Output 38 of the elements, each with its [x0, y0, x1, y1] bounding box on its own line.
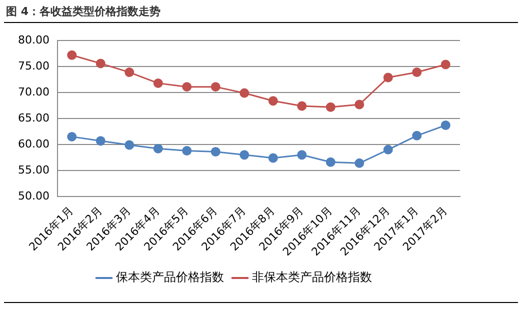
y-tick-label: 65.00 — [18, 111, 50, 124]
y-tick-label: 50.00 — [18, 189, 50, 202]
y-tick-label: 70.00 — [18, 85, 50, 98]
point — [297, 101, 307, 111]
point — [354, 158, 364, 168]
point — [240, 150, 250, 160]
point — [268, 153, 278, 163]
point — [153, 144, 163, 154]
point — [268, 96, 278, 106]
point — [326, 157, 336, 167]
point — [182, 146, 192, 156]
y-tick-label: 60.00 — [18, 137, 50, 150]
point — [412, 130, 422, 140]
point — [383, 144, 393, 154]
point — [210, 82, 220, 92]
point — [412, 68, 422, 78]
point — [96, 58, 106, 68]
point — [383, 72, 393, 82]
point — [67, 132, 77, 142]
point — [440, 120, 450, 130]
point — [297, 150, 307, 160]
point — [354, 100, 364, 110]
point — [124, 68, 134, 78]
legend-label: 保本类产品价格指数 — [116, 270, 224, 284]
point — [182, 82, 192, 92]
point — [96, 136, 106, 146]
point — [153, 78, 163, 88]
point — [326, 102, 336, 112]
y-tick-label: 80.00 — [18, 33, 50, 46]
point — [67, 50, 77, 60]
point — [440, 60, 450, 70]
point — [240, 88, 250, 98]
chart-title: 图 4：各收益类型价格指数走势 — [6, 4, 160, 19]
point — [124, 140, 134, 150]
y-tick-label: 75.00 — [18, 59, 50, 72]
legend-label: 非保本类产品价格指数 — [252, 270, 372, 284]
y-tick-label: 55.00 — [18, 163, 50, 176]
point — [210, 147, 220, 156]
